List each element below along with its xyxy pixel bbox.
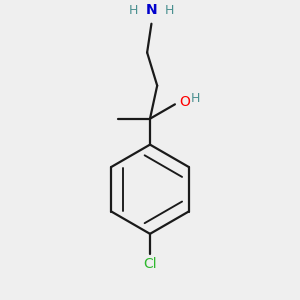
Text: H: H <box>191 92 200 105</box>
Text: H: H <box>164 4 174 17</box>
Text: N: N <box>146 2 157 16</box>
Text: Cl: Cl <box>143 257 157 272</box>
Text: H: H <box>129 4 139 17</box>
Text: O: O <box>179 95 190 109</box>
